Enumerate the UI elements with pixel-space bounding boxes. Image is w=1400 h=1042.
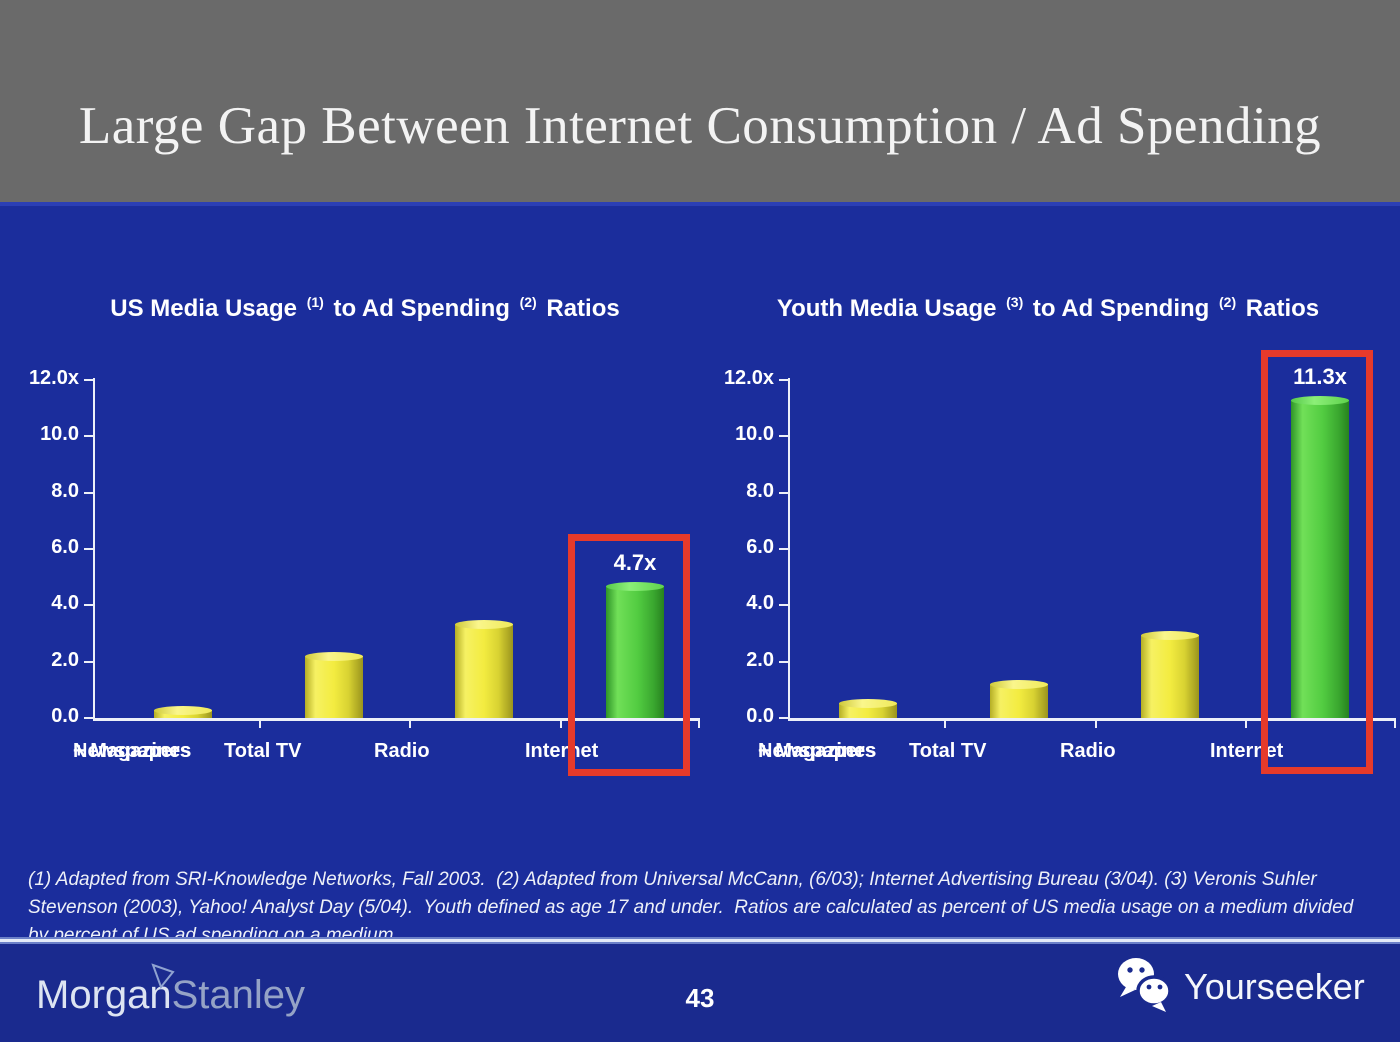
value-label: 11.3x — [1293, 363, 1347, 389]
wechat-icon — [1118, 958, 1172, 1012]
y-tick-label: 0.0 — [51, 705, 79, 727]
highlight-box — [568, 534, 690, 776]
y-tick — [779, 379, 788, 381]
bar-radio — [1141, 630, 1199, 718]
bar-cap — [455, 619, 513, 629]
x-tick — [943, 721, 946, 728]
y-tick — [84, 660, 93, 663]
y-tick — [84, 379, 93, 381]
highlight-box — [1261, 350, 1373, 774]
morgan-stanley-wedge-icon — [151, 963, 175, 990]
y-tick — [84, 604, 93, 607]
chart-title: US Media Usage (1) to Ad Spending (2) Ra… — [58, 292, 672, 328]
x-tick — [1245, 721, 1247, 728]
y-tick — [779, 435, 788, 438]
category-label-line: Newspapers — [758, 740, 876, 762]
bar-newspapers-magazines — [839, 698, 897, 718]
x-tick — [258, 721, 261, 728]
x-tick — [698, 721, 700, 728]
chart-title-superscript: (1) — [306, 294, 324, 310]
category-label-line: Radio — [374, 740, 430, 762]
chart-title-text: Youth Media Usage — [776, 295, 1004, 322]
bar-internet — [606, 581, 664, 718]
x-tick — [409, 721, 411, 728]
y-tick — [779, 604, 788, 607]
chart-title-superscript: (2) — [519, 294, 537, 310]
morgan-stanley-logo-stanley: Stanley — [171, 973, 306, 1017]
y-tick-label: 4.0 — [746, 592, 774, 615]
bar-cap — [839, 698, 897, 708]
bar-radio — [455, 619, 513, 718]
y-tick — [84, 435, 93, 438]
y-tick-label: 12.0x — [723, 367, 774, 389]
y-tick-label: 4.0 — [51, 592, 79, 615]
y-tick-label: 12.0x — [28, 367, 79, 389]
chart-title-text: US Media Usage — [110, 295, 304, 322]
chart-title: Youth Media Usage (3) to Ad Spending (2)… — [768, 292, 1328, 328]
chart-title-text: Ratios — [539, 295, 620, 322]
y-tick — [84, 491, 93, 494]
category-label-line: Total TV — [224, 740, 302, 762]
y-tick-label: 10.0 — [735, 423, 774, 446]
category-label-line: Total TV — [909, 740, 987, 762]
chart-title-superscript: (2) — [1219, 294, 1237, 310]
bar-cap — [154, 705, 212, 715]
chart-title-text: Ratios — [1239, 295, 1320, 322]
bar-newspapers-magazines — [154, 705, 212, 718]
category-label-line: + Magazines — [758, 740, 877, 762]
footnote: (1) Adapted from SRI-Knowledge Networks,… — [28, 866, 1388, 950]
x-tick — [1094, 721, 1097, 728]
x-tick — [1394, 721, 1396, 728]
y-tick — [779, 491, 788, 494]
footnote-divider — [0, 937, 1400, 944]
y-tick — [84, 717, 93, 719]
y-tick-label: 2.0 — [746, 648, 774, 671]
category-label-line: Radio — [1060, 740, 1116, 762]
bar-total-tv — [990, 680, 1048, 718]
y-tick-label: 10.0 — [40, 423, 79, 446]
x-axis-line — [788, 718, 1396, 721]
slide-title: Large Gap Between Internet Consumption /… — [78, 97, 1322, 155]
y-axis-line — [788, 378, 790, 718]
bar-internet — [1291, 395, 1349, 718]
slide-header: Large Gap Between Internet Consumption /… — [0, 0, 1400, 202]
bar-cap — [305, 652, 363, 662]
page-number: 43 — [685, 983, 715, 1013]
chart-title-text: to Ad Spending — [326, 295, 517, 322]
y-tick — [84, 548, 93, 550]
footnote-line: Stevenson (2003), Yahoo! Analyst Day (5/… — [28, 897, 1354, 918]
chart-title-text: to Ad Spending — [1026, 295, 1216, 322]
bar-cap — [1141, 630, 1199, 640]
value-label: 4.7x — [613, 549, 657, 575]
yourseeker-watermark: Yourseeker — [1184, 966, 1365, 1007]
x-axis-line — [93, 718, 700, 721]
bar-total-tv — [305, 652, 363, 718]
morgan-stanley-logo: MorganStanley — [36, 972, 305, 1018]
y-tick — [779, 660, 788, 663]
morgan-stanley-logo-morgan: Morgan — [36, 973, 172, 1017]
y-tick-label: 6.0 — [746, 536, 774, 558]
y-axis-line — [93, 378, 95, 718]
y-tick-label: 8.0 — [746, 479, 774, 502]
bar-cap — [1291, 395, 1349, 405]
y-tick-label: 6.0 — [51, 536, 79, 558]
category-label-line: + Magazines — [73, 740, 192, 762]
category-label-line: Newspapers — [73, 740, 191, 762]
x-tick — [559, 721, 562, 728]
y-tick-label: 0.0 — [746, 705, 774, 727]
y-tick — [779, 717, 788, 719]
bar-cap — [606, 581, 664, 591]
footnote-line: (1) Adapted from SRI-Knowledge Networks,… — [28, 869, 1317, 890]
category-label-line: Internet — [525, 740, 599, 762]
header-divider — [0, 202, 1400, 206]
y-tick — [779, 548, 788, 550]
y-tick-label: 2.0 — [51, 648, 79, 671]
y-tick-label: 8.0 — [51, 479, 79, 502]
chart-title-superscript: (3) — [1006, 294, 1024, 310]
bar-cap — [990, 680, 1048, 690]
